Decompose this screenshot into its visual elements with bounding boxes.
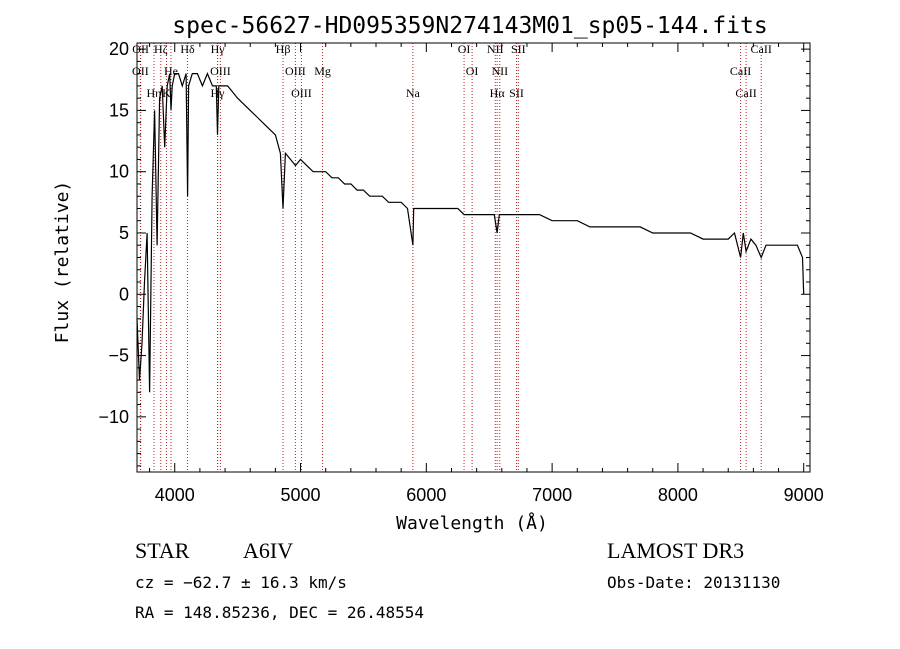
plot-frame [136, 42, 811, 473]
y-tick-label: 0 [119, 284, 129, 304]
y-tick-label: 5 [119, 223, 129, 243]
redshift-cz: cz = −62.7 ± 16.3 km/s [135, 573, 347, 592]
line-markers-layer [139, 43, 762, 472]
line-marker-label: Hγ [211, 86, 226, 100]
y-axis: −10 −5 0 5 10 15 20 [98, 39, 810, 467]
line-marker-label: CaII [751, 42, 772, 56]
line-marker-label: SII [509, 86, 524, 100]
line-marker-label: Hδ [180, 42, 195, 56]
x-tick-label: 6000 [406, 485, 446, 505]
line-marker-label: He [164, 64, 178, 78]
line-marker-label: OIII [291, 86, 312, 100]
line-marker-label: OI [466, 64, 479, 78]
x-axis-label: Wavelength (Å) [396, 512, 548, 534]
line-marker-label: Hα [490, 86, 506, 100]
line-marker-label: Hβ [276, 42, 291, 56]
spectrum-line [136, 72, 805, 393]
x-tick-label: 8000 [658, 485, 698, 505]
line-marker-label: SII [511, 42, 526, 56]
line-marker-label: Na [406, 86, 421, 100]
x-axis: 4000 5000 6000 7000 8000 9000 [149, 43, 824, 505]
line-marker-label: CaII [735, 86, 756, 100]
line-marker-label: Mg [314, 64, 331, 78]
line-marker-label: OIII [285, 64, 306, 78]
coordinates: RA = 148.85236, DEC = 26.48554 [135, 603, 424, 622]
survey-name: LAMOST DR3 [607, 538, 745, 563]
x-tick-label: 4000 [155, 485, 195, 505]
x-tick-label: 5000 [281, 485, 321, 505]
line-marker-labels: Hζ OII Hη OII He K Hδ OIII Hγ Hγ OIII OIII Hβ Mg Na OI O… [132, 42, 772, 100]
chart-title: spec-56627-HD095359N274143M01_sp05-144.f… [172, 13, 767, 39]
line-marker-label: OII [132, 42, 149, 56]
line-marker-label: Hη [147, 86, 162, 100]
y-tick-label: −5 [108, 346, 129, 366]
observation-date: Obs-Date: 20131130 [607, 573, 781, 592]
line-marker-label: OI [458, 42, 471, 56]
line-marker-label: NII [491, 64, 508, 78]
x-tick-label: 7000 [532, 485, 572, 505]
line-marker-label: Hγ [211, 42, 226, 56]
object-class: STAR [135, 538, 190, 563]
line-marker-label: OII [132, 64, 149, 78]
line-marker-label: Hζ [154, 42, 168, 56]
y-tick-label: 15 [109, 100, 129, 120]
y-tick-label: 20 [109, 39, 129, 59]
line-marker-label: CaII [730, 64, 751, 78]
spectrum-series-layer [136, 72, 805, 393]
y-tick-label: 10 [109, 162, 129, 182]
line-marker-label: OIII [210, 64, 231, 78]
line-marker-label: K [162, 86, 171, 100]
line-marker-label: NII [487, 42, 504, 56]
object-subclass: A6IV [243, 538, 294, 563]
y-axis-label: Flux (relative) [52, 181, 73, 344]
y-tick-label: −10 [98, 407, 129, 427]
x-tick-label: 9000 [784, 485, 824, 505]
